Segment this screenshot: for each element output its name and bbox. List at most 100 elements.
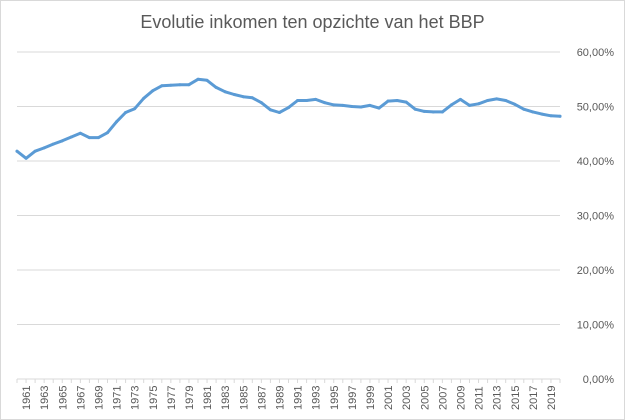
data-point	[504, 99, 508, 103]
x-tick-label: 2009	[455, 386, 467, 410]
data-point	[440, 110, 444, 114]
data-point	[287, 106, 290, 110]
data-point	[495, 97, 499, 101]
data-point	[78, 131, 82, 135]
data-point	[232, 93, 236, 97]
data-point	[458, 97, 462, 101]
y-tick-label: 40,00%	[577, 156, 615, 168]
x-tick-label: 2005	[419, 386, 431, 410]
data-point	[422, 109, 426, 113]
x-tick-label: 1963	[39, 386, 51, 410]
data-point	[323, 101, 327, 105]
data-point	[314, 97, 318, 101]
data-point	[522, 107, 526, 111]
data-point	[449, 103, 453, 107]
data-point	[15, 149, 19, 153]
x-tick-label: 1997	[347, 386, 359, 410]
x-tick-label: 1993	[311, 386, 323, 410]
x-tick-label: 2017	[528, 386, 540, 410]
data-point	[540, 112, 544, 116]
data-point	[124, 110, 128, 114]
series-line	[15, 77, 562, 160]
data-point	[259, 101, 263, 105]
chart-title: Evolutie inkomen ten opzichte van het BB…	[140, 12, 485, 32]
x-tick-label: 2003	[401, 386, 413, 410]
data-point	[350, 105, 354, 108]
x-tick-label: 1967	[75, 386, 87, 410]
data-point	[24, 156, 28, 160]
data-point	[531, 110, 535, 114]
data-point	[187, 83, 191, 87]
data-point	[133, 107, 137, 111]
x-tick-label: 1975	[148, 386, 160, 410]
data-point	[558, 114, 562, 118]
data-point	[431, 110, 435, 114]
x-tick-label: 1961	[21, 386, 33, 410]
data-point	[250, 96, 254, 100]
x-tick-label: 2013	[492, 386, 504, 410]
x-tick-label: 1965	[57, 386, 69, 410]
data-point	[332, 103, 336, 107]
x-tick-label: 1977	[166, 386, 178, 410]
data-point	[160, 84, 164, 88]
y-tick-label: 10,00%	[577, 320, 615, 332]
y-tick-label: 60,00%	[577, 47, 615, 59]
data-point	[60, 139, 64, 143]
data-point	[368, 103, 372, 107]
x-tick-label: 1969	[93, 386, 105, 410]
y-tick-label: 0,00%	[583, 374, 614, 386]
x-tick-label: 1987	[256, 386, 268, 410]
data-point	[205, 78, 209, 82]
data-point	[151, 89, 155, 93]
data-point	[386, 99, 390, 103]
y-tick-label: 30,00%	[577, 211, 615, 223]
data-point	[277, 110, 281, 114]
x-tick-label: 1995	[329, 386, 341, 410]
data-point	[169, 83, 173, 87]
y-axis-tick-labels: 0,00% 10,00% 20,00% 30,00% 40,00% 50,00% 60,00…	[577, 47, 615, 386]
data-point	[223, 90, 227, 94]
x-tick-label: 1989	[274, 386, 286, 410]
x-tick-label: 2019	[546, 386, 558, 410]
data-point	[142, 96, 146, 100]
data-point	[69, 135, 73, 139]
data-point	[214, 85, 218, 89]
x-tick-label: 2011	[474, 386, 486, 410]
data-point	[477, 102, 481, 106]
gridlines	[16, 51, 561, 383]
data-point	[404, 100, 408, 104]
data-point	[341, 103, 345, 107]
data-point	[196, 77, 200, 81]
x-tick-label: 2007	[437, 386, 449, 410]
x-tick-label: 1991	[293, 386, 305, 410]
x-tick-label: 1985	[238, 386, 250, 410]
data-point	[296, 99, 300, 103]
data-point	[549, 114, 553, 118]
data-point	[359, 105, 363, 109]
x-tick-label: 1971	[112, 386, 124, 410]
data-point	[395, 99, 399, 103]
data-point	[87, 136, 91, 140]
data-point	[115, 120, 119, 124]
x-axis-tick-labels: 1961 1963 1965 1967 1969 1971 1973 1975 1977 1979…	[21, 386, 558, 410]
data-point	[96, 136, 100, 140]
x-tick-label: 1979	[184, 386, 196, 410]
data-point	[468, 103, 471, 107]
y-tick-label: 50,00%	[577, 102, 615, 114]
x-tick-label: 2001	[383, 386, 395, 410]
series-layer	[15, 77, 562, 160]
y-tick-label: 20,00%	[577, 265, 615, 277]
x-tick-label: 1983	[220, 386, 232, 410]
x-tick-label: 2015	[510, 386, 522, 410]
x-tick-label: 1981	[202, 386, 214, 410]
data-point	[106, 131, 109, 135]
data-point	[486, 99, 490, 103]
data-point	[42, 146, 46, 150]
data-point	[33, 149, 37, 153]
data-point	[377, 106, 381, 110]
data-point	[268, 108, 272, 112]
data-point	[305, 99, 309, 103]
data-point	[513, 102, 517, 106]
data-point	[241, 95, 245, 99]
